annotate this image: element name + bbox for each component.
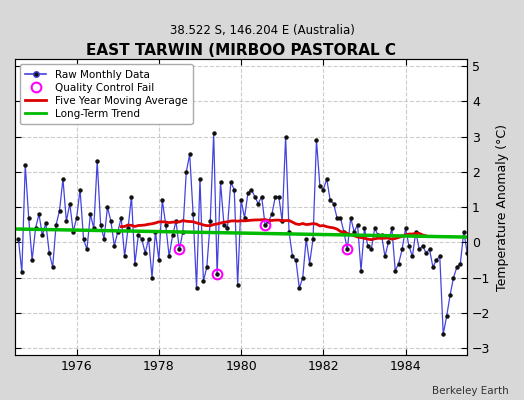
Legend: Raw Monthly Data, Quality Control Fail, Five Year Moving Average, Long-Term Tren: Raw Monthly Data, Quality Control Fail, … [20,64,192,124]
Y-axis label: Temperature Anomaly (°C): Temperature Anomaly (°C) [496,124,509,291]
Text: Berkeley Earth: Berkeley Earth [432,386,508,396]
Text: 38.522 S, 146.204 E (Australia): 38.522 S, 146.204 E (Australia) [170,24,354,37]
Title: EAST TARWIN (MIRBOO PASTORAL C: EAST TARWIN (MIRBOO PASTORAL C [86,43,396,58]
